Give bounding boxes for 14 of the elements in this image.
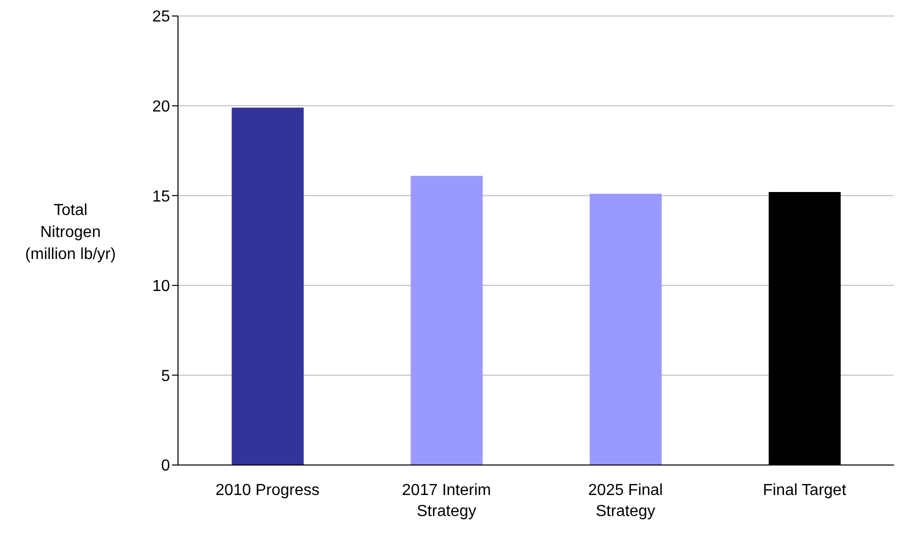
bar: [410, 176, 483, 465]
y-tick-label: 0: [161, 458, 170, 475]
x-tick-label: 2017 Interim Strategy: [402, 482, 491, 520]
y-tick-label: 25: [152, 8, 170, 26]
x-tick-label: 2025 Final Strategy: [588, 482, 663, 520]
bar: [232, 108, 304, 465]
y-tick-label: 10: [152, 278, 170, 296]
bar: [590, 194, 662, 465]
x-tick-label: 2010 Progress: [215, 482, 320, 499]
x-tick-label: Final Target: [762, 482, 847, 499]
y-tick-label: 20: [152, 98, 170, 116]
y-axis-title: Total Nitrogen (million lb/yr): [24, 201, 117, 265]
y-tick-label: 5: [161, 368, 170, 385]
y-tick-label: 15: [152, 188, 170, 206]
